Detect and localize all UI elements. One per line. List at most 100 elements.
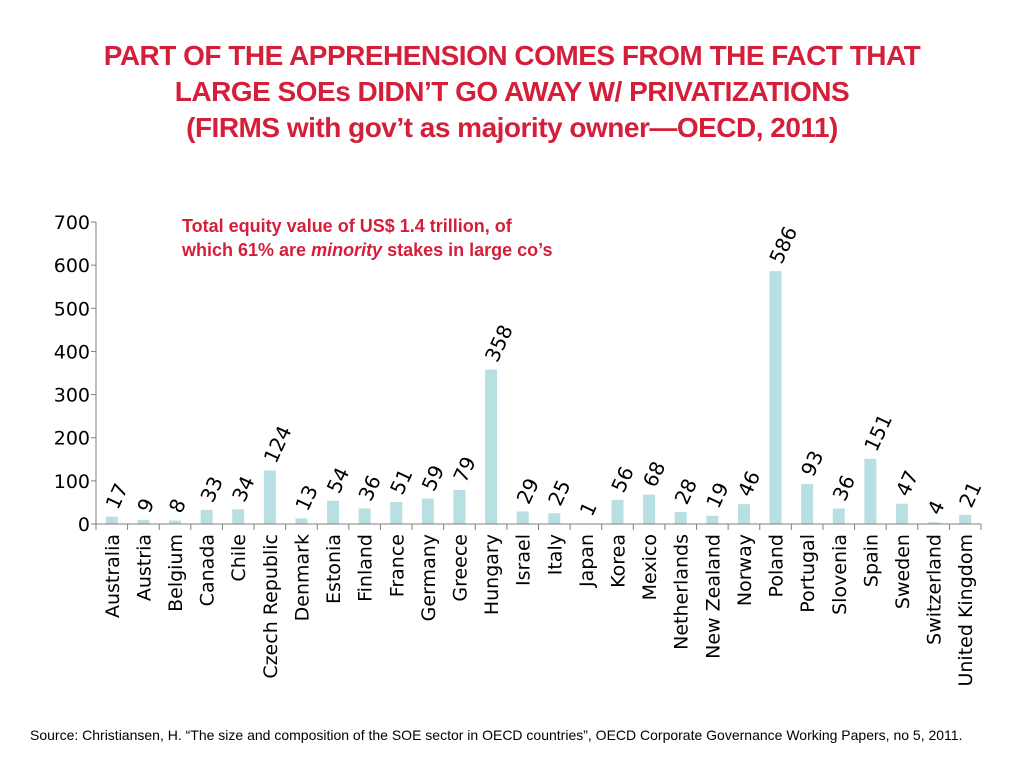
value-label: 17 bbox=[101, 480, 134, 513]
annotation-prefix: which 61% are bbox=[182, 240, 312, 260]
bar bbox=[295, 518, 308, 524]
category-label: Germany bbox=[418, 534, 440, 621]
bar bbox=[674, 511, 687, 524]
category-label: New Zealand bbox=[702, 534, 724, 659]
value-label: 79 bbox=[448, 453, 481, 486]
bar bbox=[737, 504, 750, 524]
value-label: 9 bbox=[132, 495, 159, 517]
category-label: Hungary bbox=[481, 534, 503, 615]
bar bbox=[263, 470, 276, 524]
bar bbox=[358, 508, 371, 524]
bar bbox=[643, 494, 656, 524]
bar bbox=[864, 458, 877, 524]
bar bbox=[706, 515, 719, 524]
bar bbox=[453, 489, 466, 524]
value-label: 4 bbox=[922, 497, 949, 519]
value-label: 19 bbox=[701, 479, 734, 512]
value-label: 8 bbox=[164, 495, 191, 517]
value-label: 56 bbox=[606, 463, 639, 496]
value-label: 47 bbox=[891, 467, 924, 500]
value-label: 124 bbox=[259, 422, 297, 467]
x-axis: Australia Austria Belgium Canada Chile Czech … bbox=[95, 524, 982, 687]
annotation-line-1: Total equity value of US$ 1.4 trillion, … bbox=[182, 216, 512, 236]
annotation-line-2: which 61% are minority stakes in large c… bbox=[182, 238, 702, 262]
bar bbox=[611, 499, 624, 524]
title-line-1: PART OF THE APPREHENSION COMES FROM THE … bbox=[103, 40, 921, 71]
category-label: Denmark bbox=[291, 534, 313, 621]
y-tick-label: 0 bbox=[78, 514, 90, 536]
value-label: 51 bbox=[385, 465, 418, 498]
category-label: United Kingdom bbox=[955, 534, 977, 687]
value-label: 59 bbox=[417, 461, 450, 494]
category-label: Poland bbox=[766, 534, 788, 597]
value-label: 33 bbox=[195, 473, 228, 506]
bar bbox=[169, 520, 182, 524]
category-label: Czech Republic bbox=[260, 534, 282, 679]
category-label: Finland bbox=[355, 534, 377, 602]
value-label: 25 bbox=[543, 476, 576, 509]
bar bbox=[390, 501, 403, 524]
bars bbox=[105, 271, 972, 524]
category-label: Portugal bbox=[797, 534, 819, 613]
category-label: Slovenia bbox=[829, 534, 851, 615]
category-label: Canada bbox=[197, 534, 219, 606]
y-tick-label: 300 bbox=[54, 385, 90, 407]
category-label: Australia bbox=[102, 534, 124, 618]
category-label: France bbox=[386, 534, 408, 597]
value-label: 29 bbox=[511, 474, 544, 507]
category-label: Japan bbox=[576, 534, 598, 588]
value-label: 34 bbox=[227, 472, 260, 505]
category-label: Austria bbox=[133, 534, 155, 601]
value-label: 93 bbox=[796, 447, 829, 480]
title-line-2: LARGE SOEs DIDN’T GO AWAY W/ PRIVATIZATI… bbox=[174, 76, 850, 107]
category-label: Belgium bbox=[165, 534, 187, 612]
y-tick-label: 700 bbox=[54, 212, 90, 234]
value-label: 68 bbox=[638, 458, 671, 491]
category-label: Estonia bbox=[323, 534, 345, 604]
category-label: Italy bbox=[544, 534, 566, 575]
value-label: 36 bbox=[353, 471, 386, 504]
bar bbox=[137, 520, 150, 524]
value-label: 28 bbox=[670, 475, 703, 508]
y-tick-label: 200 bbox=[54, 428, 90, 450]
category-label: Spain bbox=[860, 534, 882, 587]
bar bbox=[232, 509, 245, 524]
category-label: Chile bbox=[228, 534, 250, 582]
bar bbox=[327, 500, 340, 524]
value-label: 54 bbox=[322, 464, 355, 497]
bar bbox=[959, 514, 972, 524]
annotation-emphasis: minority bbox=[311, 240, 383, 260]
category-label: Sweden bbox=[892, 534, 914, 609]
category-label: Israel bbox=[513, 534, 535, 586]
category-label: Netherlands bbox=[671, 534, 693, 650]
category-label: Greece bbox=[449, 534, 471, 602]
bar bbox=[421, 498, 434, 524]
annotation: Total equity value of US$ 1.4 trillion, … bbox=[182, 214, 702, 262]
value-label: 46 bbox=[733, 467, 766, 500]
bar bbox=[927, 522, 940, 524]
bar bbox=[548, 513, 561, 524]
y-tick-label: 100 bbox=[54, 471, 90, 493]
bar bbox=[801, 483, 814, 524]
value-label: 1 bbox=[575, 498, 602, 520]
bar bbox=[895, 503, 908, 524]
bar bbox=[769, 271, 782, 524]
bar bbox=[105, 516, 118, 524]
value-label: 151 bbox=[859, 410, 897, 455]
bar bbox=[832, 508, 845, 524]
value-label: 586 bbox=[764, 223, 802, 268]
y-tick-label: 400 bbox=[54, 341, 90, 363]
category-label: Mexico bbox=[639, 534, 661, 600]
chart-title: PART OF THE APPREHENSION COMES FROM THE … bbox=[0, 38, 1024, 146]
title-line-3: (FIRMS with gov’t as majority owner—OECD… bbox=[186, 112, 838, 143]
category-label: Switzerland bbox=[924, 534, 946, 645]
category-label: Norway bbox=[734, 534, 756, 606]
y-tick-label: 500 bbox=[54, 298, 90, 320]
bar bbox=[485, 369, 498, 524]
value-label: 13 bbox=[290, 481, 323, 514]
source-note: Source: Christiansen, H. “The size and c… bbox=[30, 727, 963, 743]
category-label: Korea bbox=[608, 534, 630, 588]
y-axis: 0 100 200 300 400 500 600 700 bbox=[54, 212, 96, 536]
